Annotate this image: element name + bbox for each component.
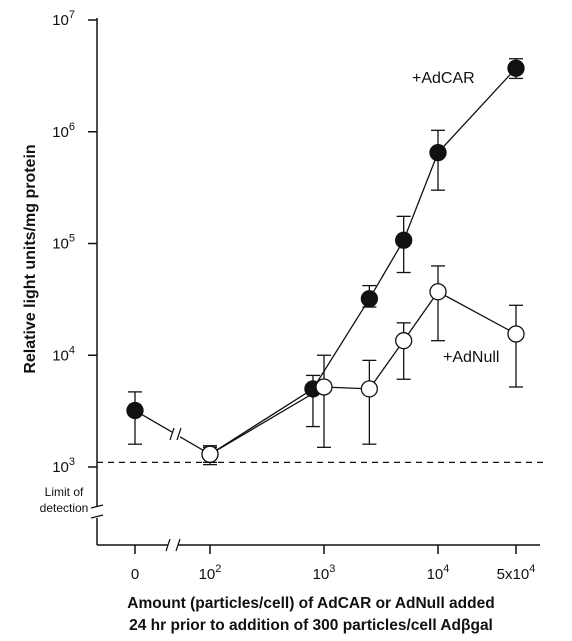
x-tick-label: 104 [427,563,450,583]
series-label-adcar: +AdCAR [412,70,475,87]
x-tick-label: 102 [199,563,222,583]
data-point [360,290,379,308]
data-point [395,332,413,350]
series-break-mark [169,427,175,441]
x-tick-label: 103 [313,563,336,583]
y-ticks: 103 104 105 106 107 [52,9,97,476]
y-axis-break-mark [90,514,104,519]
error-bar [317,354,331,448]
error-bar [431,265,445,342]
x-axis-break-mark [165,538,171,552]
data-point [507,59,525,77]
axes [90,18,540,552]
data-point [429,144,447,162]
series-layer [126,58,525,466]
series-adcar [126,58,525,464]
error-bar [362,359,377,445]
x-ticks: 0 102 103 104 5x104 [131,545,536,583]
x-axis-break-mark [175,538,181,552]
series-line [134,67,517,456]
y-axis-title: Relative light units/mg protein [22,144,39,373]
y-tick-label: 103 [52,456,75,476]
series-label-adnull: +AdNull [443,349,499,366]
series-break-mark [176,427,182,441]
y-tick-label: 106 [52,121,75,141]
x-axis-title-line2: 24 hr prior to addition of 300 particles… [129,617,493,634]
detection-label-line2: detection [40,501,89,515]
y-tick-label: 105 [52,233,75,253]
x-tick-label: 5x104 [497,563,536,583]
data-point [507,325,525,343]
error-bar [509,304,523,388]
y-axis-break-mark [90,504,104,509]
series-adnull [201,265,525,466]
y-tick-label: 107 [52,9,75,29]
data-point [201,445,219,463]
detection-limit-group: Limit of detection [40,461,545,515]
x-tick-label: 0 [131,566,139,583]
data-point [315,378,333,396]
y-tick-label: 104 [52,344,75,364]
x-axis-title-line1: Amount (particles/cell) of AdCAR or AdNu… [127,595,494,612]
data-point [126,401,144,420]
data-point [360,380,379,398]
data-point [429,283,447,301]
series-line [209,290,517,455]
detection-label-line1: Limit of [45,485,84,499]
data-point [395,231,413,249]
error-bar [396,322,411,380]
